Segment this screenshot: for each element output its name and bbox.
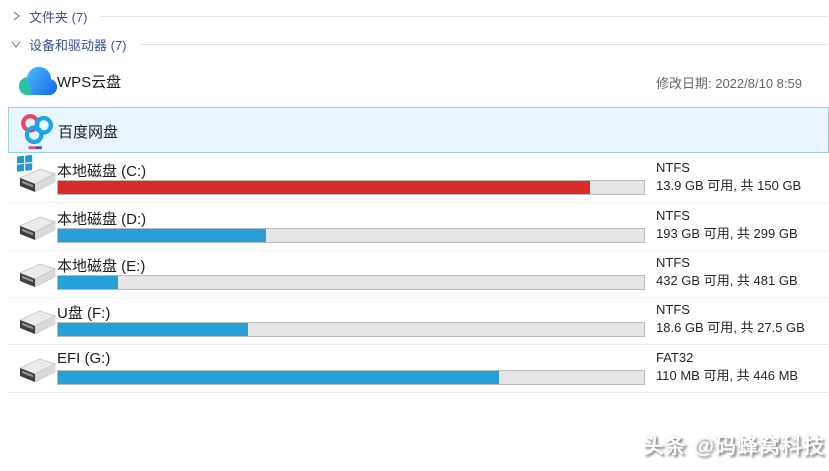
drive-row-c[interactable]: 本地磁盘 (C:) NTFS 13.9 GB 可用, 共 150 GB xyxy=(8,154,829,203)
drive-name: U盘 (F:) xyxy=(57,305,111,322)
chevron-down-icon xyxy=(11,41,21,49)
drive-row-d[interactable]: 本地磁盘 (D:) NTFS 193 GB 可用, 共 299 GB xyxy=(8,203,829,251)
drive-usage-bar xyxy=(57,180,645,195)
drive-filesystem: FAT32 xyxy=(656,350,694,365)
drive-row-f[interactable]: U盘 (F:) NTFS 18.6 GB 可用, 共 27.5 GB xyxy=(8,297,829,345)
wps-cloud-icon xyxy=(18,67,57,96)
drive-usage-bar xyxy=(57,275,645,290)
drive-name: 本地磁盘 (D:) xyxy=(57,211,147,228)
group-header-label: 设备和驱动器 (7) xyxy=(29,37,127,53)
drive-usage-fill xyxy=(58,229,267,242)
drive-name: 本地磁盘 (E:) xyxy=(57,258,146,275)
drive-usage-bar xyxy=(57,322,645,337)
hard-drive-icon xyxy=(18,216,57,241)
drive-filesystem: NTFS xyxy=(656,255,690,270)
hard-drive-icon xyxy=(18,310,57,335)
item-name: 百度网盘 xyxy=(58,124,119,141)
drive-usage-fill xyxy=(58,323,248,336)
drive-row-g[interactable]: EFI (G:) FAT32 110 MB 可用, 共 446 MB xyxy=(8,345,829,393)
drive-capacity: 193 GB 可用, 共 299 GB xyxy=(656,226,798,241)
drive-usage-bar xyxy=(57,370,645,385)
drive-name: EFI (G:) xyxy=(57,350,111,367)
item-modified-date: 修改日期: 2022/8/10 8:59 xyxy=(656,76,802,91)
item-name: WPS云盘 xyxy=(57,74,122,91)
hard-drive-icon xyxy=(18,168,57,193)
drive-capacity: 18.6 GB 可用, 共 27.5 GB xyxy=(656,320,805,335)
hard-drive-icon xyxy=(18,263,57,288)
drive-usage-fill xyxy=(58,276,118,289)
item-wps-cloud-drive[interactable]: WPS云盘 修改日期: 2022/8/10 8:59 xyxy=(8,56,829,104)
drive-usage-fill xyxy=(58,181,590,194)
group-header-label: 文件夹 (7) xyxy=(29,9,88,25)
drive-capacity: 110 MB 可用, 共 446 MB xyxy=(656,368,799,383)
item-baidu-netdisk[interactable]: 百度网盘 xyxy=(8,107,829,153)
group-divider-line xyxy=(100,15,828,17)
group-header-folders[interactable]: 文件夹 (7) xyxy=(10,6,829,26)
baidu-netdisk-icon xyxy=(21,114,53,150)
drive-filesystem: NTFS xyxy=(656,208,690,223)
toutiao-watermark: 头条 @码蜂窝科技 xyxy=(642,435,825,458)
drive-usage-bar xyxy=(57,228,645,243)
drive-capacity: 432 GB 可用, 共 481 GB xyxy=(656,273,798,288)
windows-logo-icon xyxy=(17,154,33,172)
drive-filesystem: NTFS xyxy=(656,302,690,317)
group-header-devices[interactable]: 设备和驱动器 (7) xyxy=(10,34,829,54)
chevron-right-icon xyxy=(13,11,21,21)
drive-filesystem: NTFS xyxy=(656,160,690,175)
drive-capacity: 13.9 GB 可用, 共 150 GB xyxy=(656,178,802,193)
drive-name: 本地磁盘 (C:) xyxy=(57,163,147,180)
drive-usage-fill xyxy=(58,371,500,384)
hard-drive-icon xyxy=(18,358,57,383)
drive-row-e[interactable]: 本地磁盘 (E:) NTFS 432 GB 可用, 共 481 GB xyxy=(8,250,829,298)
group-divider-line xyxy=(139,43,828,45)
